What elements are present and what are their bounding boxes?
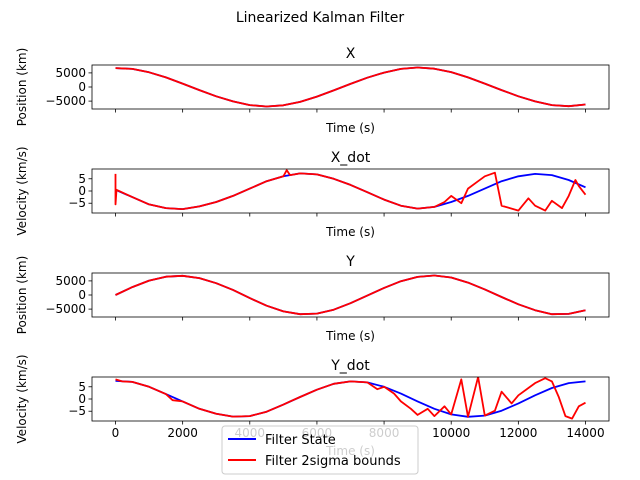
subplot-title: X_dot bbox=[331, 150, 371, 166]
subplot-title: X bbox=[346, 46, 356, 62]
y-tick-label: 0 bbox=[78, 80, 86, 94]
x-axis-label: Time (s) bbox=[325, 121, 375, 135]
legend-label: Filter State bbox=[265, 433, 336, 448]
y-tick-label: −5 bbox=[68, 404, 86, 418]
y-tick-label: −5000 bbox=[45, 302, 86, 316]
y-tick-label: 0 bbox=[78, 288, 86, 302]
y-tick-label: 5000 bbox=[55, 66, 86, 80]
x-axis-label: Time (s) bbox=[325, 225, 375, 239]
legend-box bbox=[221, 425, 419, 475]
series-line-filter-2sigma-bounds bbox=[115, 66, 586, 108]
y-tick-label: −5000 bbox=[45, 94, 86, 108]
y-tick-label: 0 bbox=[78, 392, 86, 406]
figure-suptitle: Linearized Kalman Filter bbox=[236, 10, 405, 26]
series-line-filter-2sigma-bounds bbox=[115, 274, 586, 316]
y-axis-label: Position (km) bbox=[15, 48, 29, 127]
x-tick-label: 10000 bbox=[432, 426, 470, 440]
y-axis-label: Velocity (km/s) bbox=[15, 146, 29, 235]
x-tick-label: 2000 bbox=[167, 426, 198, 440]
y-axis-label: Position (km) bbox=[15, 256, 29, 335]
subplot-title: Y_dot bbox=[330, 358, 370, 374]
y-tick-label: 5 bbox=[78, 380, 86, 394]
series-line-filter-2sigma-bounds bbox=[114, 169, 587, 212]
x-axis-label: Time (s) bbox=[325, 329, 375, 343]
subplot-title: Y bbox=[345, 254, 355, 270]
y-tick-label: −5 bbox=[68, 196, 86, 210]
y-tick-label: 0 bbox=[78, 184, 86, 198]
x-tick-label: 14000 bbox=[566, 426, 604, 440]
y-tick-label: 5 bbox=[78, 172, 86, 186]
series-line-filter-2sigma-bounds bbox=[115, 377, 586, 420]
y-axis-label: Velocity (km/s) bbox=[15, 354, 29, 443]
x-tick-label: 12000 bbox=[499, 426, 537, 440]
y-tick-label: 5000 bbox=[55, 274, 86, 288]
legend-label: Filter 2sigma bounds bbox=[265, 454, 401, 469]
subplot-2: −505 X_dot Time (s) Velocity (km/s) bbox=[15, 146, 610, 239]
legend: Filter State Filter 2sigma bounds bbox=[221, 425, 419, 475]
x-tick-label: 0 bbox=[112, 426, 120, 440]
